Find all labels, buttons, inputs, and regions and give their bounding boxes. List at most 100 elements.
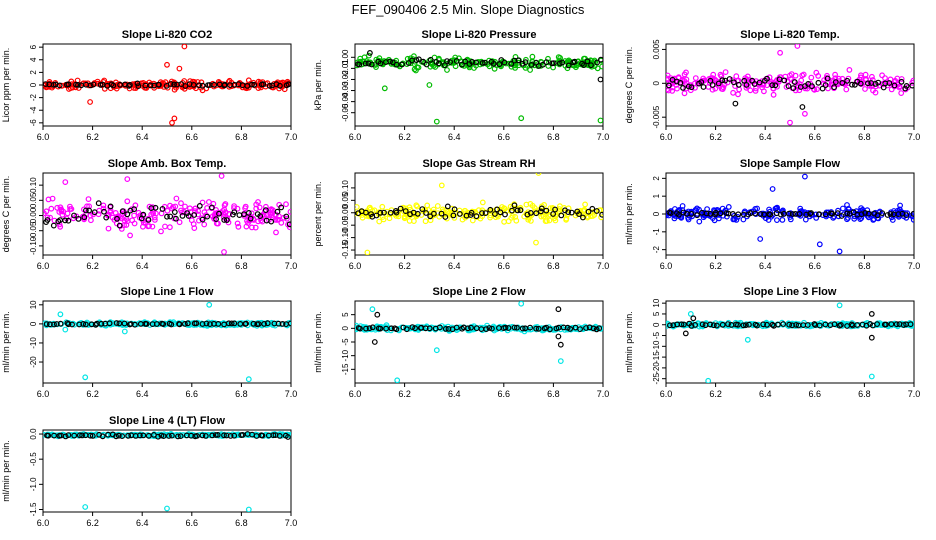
data-point <box>208 82 215 88</box>
data-point <box>547 326 553 333</box>
x-tick-label: 6.2 <box>709 389 722 399</box>
data-point <box>250 320 257 327</box>
y-tick-label: -0.05 <box>341 103 350 122</box>
data-point <box>212 432 219 438</box>
data-point <box>99 433 106 440</box>
data-point <box>761 88 767 95</box>
y-tick-label: -1.0 <box>29 477 38 491</box>
data-points <box>666 302 914 383</box>
data-point <box>528 217 534 224</box>
data-point <box>741 77 748 84</box>
x-tick-label: 6.8 <box>858 261 871 271</box>
chart-title: Slope Line 2 Flow <box>433 286 526 298</box>
data-points <box>355 173 603 255</box>
data-point <box>822 211 829 218</box>
data-point <box>43 210 47 217</box>
data-point <box>838 322 844 328</box>
data-point <box>835 207 841 214</box>
data-point-outlier <box>121 328 128 335</box>
y-tick-label: -25 <box>652 372 661 384</box>
data-point <box>86 207 92 214</box>
data-point <box>149 223 156 230</box>
data-point <box>703 210 710 217</box>
data-point <box>192 205 199 212</box>
data-point <box>65 81 72 88</box>
x-tick-label: 6.2 <box>86 261 99 271</box>
y-tick-label: 0.005 <box>652 39 661 60</box>
data-point-outlier <box>62 179 69 186</box>
data-point <box>145 432 152 439</box>
data-point <box>903 214 910 221</box>
x-tick-label: 6.4 <box>759 132 772 142</box>
data-point <box>356 61 363 68</box>
data-point <box>457 210 463 217</box>
data-point <box>100 202 107 209</box>
data-point <box>268 218 275 225</box>
data-point <box>146 79 153 86</box>
data-point <box>501 205 508 212</box>
data-point <box>252 82 259 89</box>
data-point <box>247 215 254 222</box>
data-point <box>134 80 141 87</box>
data-point-outlier <box>181 44 188 50</box>
x-tick-label: 7.0 <box>285 518 298 528</box>
data-point <box>168 432 175 439</box>
data-point <box>199 199 206 206</box>
data-point <box>221 202 228 209</box>
data-point-outlier <box>802 173 808 180</box>
data-point <box>681 90 688 97</box>
data-point <box>459 216 466 223</box>
x-tick-label: 6.2 <box>86 518 99 528</box>
data-points <box>666 44 914 126</box>
data-point <box>772 82 779 89</box>
y-tick-label: 2 <box>29 70 38 75</box>
chart-title: Slope Line 4 (LT) Flow <box>109 415 225 427</box>
data-point <box>221 217 228 223</box>
data-point <box>195 211 202 218</box>
data-point <box>101 208 107 215</box>
data-point <box>225 320 232 327</box>
y-tick-label: 0.10 <box>29 177 38 193</box>
plot-frame <box>354 172 604 256</box>
data-point <box>158 228 164 235</box>
data-point <box>451 206 458 213</box>
data-point <box>444 203 451 210</box>
data-point <box>831 84 837 91</box>
data-point <box>511 324 518 331</box>
data-point <box>678 321 685 328</box>
data-point <box>196 202 203 209</box>
page-title: FEF_090406 2.5 Min. Slope Diagnostics <box>351 2 585 17</box>
data-point <box>399 61 406 68</box>
data-point <box>235 223 242 230</box>
data-point <box>508 61 515 67</box>
data-point <box>164 207 171 214</box>
y-tick-label: -0.05 <box>29 221 38 240</box>
chart-panel-6: Slope Sample Flow ml/min per min. 6.0 6.2 6.… <box>624 158 920 271</box>
data-point <box>815 79 822 86</box>
data-point <box>74 81 81 88</box>
data-point <box>140 432 147 439</box>
data-point <box>152 204 159 211</box>
data-point-outlier <box>245 506 252 512</box>
data-point-outlier <box>245 376 252 383</box>
data-point <box>44 217 51 223</box>
plot-frame <box>42 300 292 384</box>
data-point <box>846 66 853 73</box>
x-tick-label: 6.8 <box>547 261 560 271</box>
data-point <box>167 81 174 87</box>
data-point <box>65 432 72 439</box>
data-point <box>201 221 208 228</box>
data-point <box>256 204 263 211</box>
data-point <box>414 210 421 217</box>
data-point <box>162 223 168 230</box>
x-tick-label: 6.4 <box>136 518 149 528</box>
x-tick-label: 6.0 <box>349 132 362 142</box>
data-point <box>121 320 128 327</box>
data-point <box>255 321 262 327</box>
data-point <box>580 214 586 221</box>
data-point <box>75 215 82 222</box>
data-point <box>479 213 486 220</box>
data-point <box>677 79 684 86</box>
data-point <box>231 432 238 439</box>
data-point <box>377 209 384 216</box>
